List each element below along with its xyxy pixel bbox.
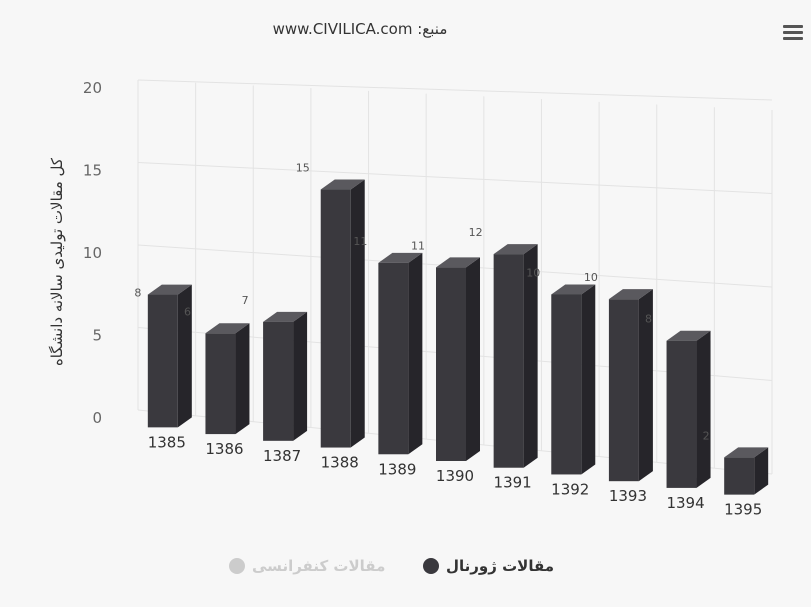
bar-top-face — [205, 323, 250, 334]
bar-top-face — [320, 179, 365, 190]
bar-1385[interactable] — [147, 284, 192, 428]
y-tick-label: 0 — [92, 409, 102, 427]
x-tick-label: 1391 — [494, 474, 532, 492]
data-label: 6 — [184, 305, 191, 318]
bar-side-face — [293, 311, 308, 441]
y-axis-ticks: 0 5 10 15 20 — [83, 79, 102, 427]
bar-side-face — [350, 179, 365, 448]
grid-line-y — [137, 79, 773, 101]
bar-front-face — [551, 294, 582, 475]
bar-1389[interactable] — [378, 252, 423, 455]
x-tick-label: 1387 — [263, 447, 301, 465]
bar-front-face — [320, 189, 351, 448]
x-tick-label: 1394 — [666, 494, 704, 512]
bar-1388[interactable] — [320, 179, 365, 448]
bar-top-face — [378, 252, 423, 263]
bar-front-face — [147, 294, 178, 428]
bar-1394[interactable] — [666, 330, 711, 488]
bar-front-face — [493, 254, 524, 468]
bar-top-face — [493, 244, 538, 255]
legend-label-conference: مقالات کنفرانسی — [252, 557, 385, 575]
bars-layer — [147, 179, 769, 495]
bar-side-face — [408, 252, 423, 455]
bar-top-face — [666, 330, 711, 341]
bar-side-face — [235, 323, 250, 435]
bar-1395[interactable] — [724, 447, 769, 495]
grid-line-y — [137, 162, 773, 194]
bar-front-face — [608, 299, 639, 482]
data-label: 10 — [526, 266, 540, 279]
bar-front-face — [724, 457, 755, 495]
data-label: 11 — [411, 239, 425, 252]
bar-1392[interactable] — [551, 284, 596, 475]
x-tick-label: 1386 — [205, 440, 243, 458]
y-tick-label: 10 — [83, 244, 102, 262]
x-tick-label: 1395 — [724, 501, 762, 519]
data-label: 7 — [242, 294, 249, 307]
bar-side-face — [523, 244, 538, 468]
legend-item-journal[interactable]: مقالات ژورنال — [423, 557, 554, 575]
x-tick-label: 1392 — [551, 480, 589, 498]
x-tick-label: 1389 — [378, 460, 416, 478]
x-tick-label: 1385 — [148, 433, 186, 451]
legend-label-journal: مقالات ژورنال — [446, 557, 554, 575]
bar-front-face — [666, 340, 697, 488]
data-label: 11 — [353, 235, 367, 248]
bar-1393[interactable] — [608, 289, 653, 482]
bar-side-face — [177, 284, 192, 428]
bar-side-face — [466, 257, 480, 461]
bar-1391[interactable] — [493, 244, 538, 468]
x-tick-label: 1388 — [321, 454, 359, 472]
bar-front-face — [263, 321, 294, 441]
legend: مقالات ژورنال مقالات کنفرانسی — [229, 557, 554, 575]
bar-1390[interactable] — [436, 257, 480, 461]
data-label: 2 — [703, 429, 710, 442]
bar-front-face — [436, 267, 466, 461]
bar-side-face — [581, 284, 596, 475]
data-labels: 8 6 7 15 11 11 12 10 10 8 2 — [134, 162, 709, 443]
bar-top-face — [436, 257, 480, 268]
data-label: 8 — [645, 313, 652, 326]
bar-1386[interactable] — [205, 323, 250, 435]
bar-top-face — [263, 311, 308, 322]
x-axis-ticks: 1385 1386 1387 1388 1389 1390 1391 1392 1393 1394… — [148, 433, 763, 518]
bar-side-face — [696, 330, 711, 488]
x-tick-label: 1393 — [609, 487, 647, 505]
bar-1387[interactable] — [263, 311, 308, 441]
legend-item-conference[interactable]: مقالات کنفرانسی — [229, 557, 385, 575]
x-tick-label: 1390 — [436, 467, 474, 485]
data-label: 15 — [296, 162, 310, 175]
legend-marker-journal — [423, 558, 439, 574]
data-label: 10 — [584, 271, 598, 284]
y-axis-label: کل مقالات تولیدی سالانه دانشگاه — [48, 157, 66, 366]
bar-top-face — [551, 284, 596, 295]
y-tick-label: 5 — [92, 327, 102, 345]
y-tick-label: 15 — [83, 162, 102, 180]
hamburger-menu-icon[interactable] — [783, 25, 803, 40]
bar-front-face — [378, 262, 409, 455]
bar-top-face — [608, 289, 653, 300]
data-label: 12 — [469, 226, 483, 239]
credit-text[interactable]: www.CIVILICA.com :منبع — [273, 20, 448, 38]
bar-side-face — [638, 289, 653, 482]
bar-top-face — [147, 284, 192, 295]
grid-layer — [137, 79, 773, 475]
bar-top-face — [724, 447, 769, 458]
y-tick-label: 20 — [83, 79, 102, 97]
data-label: 8 — [134, 287, 141, 300]
bar-front-face — [205, 333, 236, 435]
legend-marker-conference — [229, 558, 245, 574]
bar-side-face — [754, 447, 769, 495]
